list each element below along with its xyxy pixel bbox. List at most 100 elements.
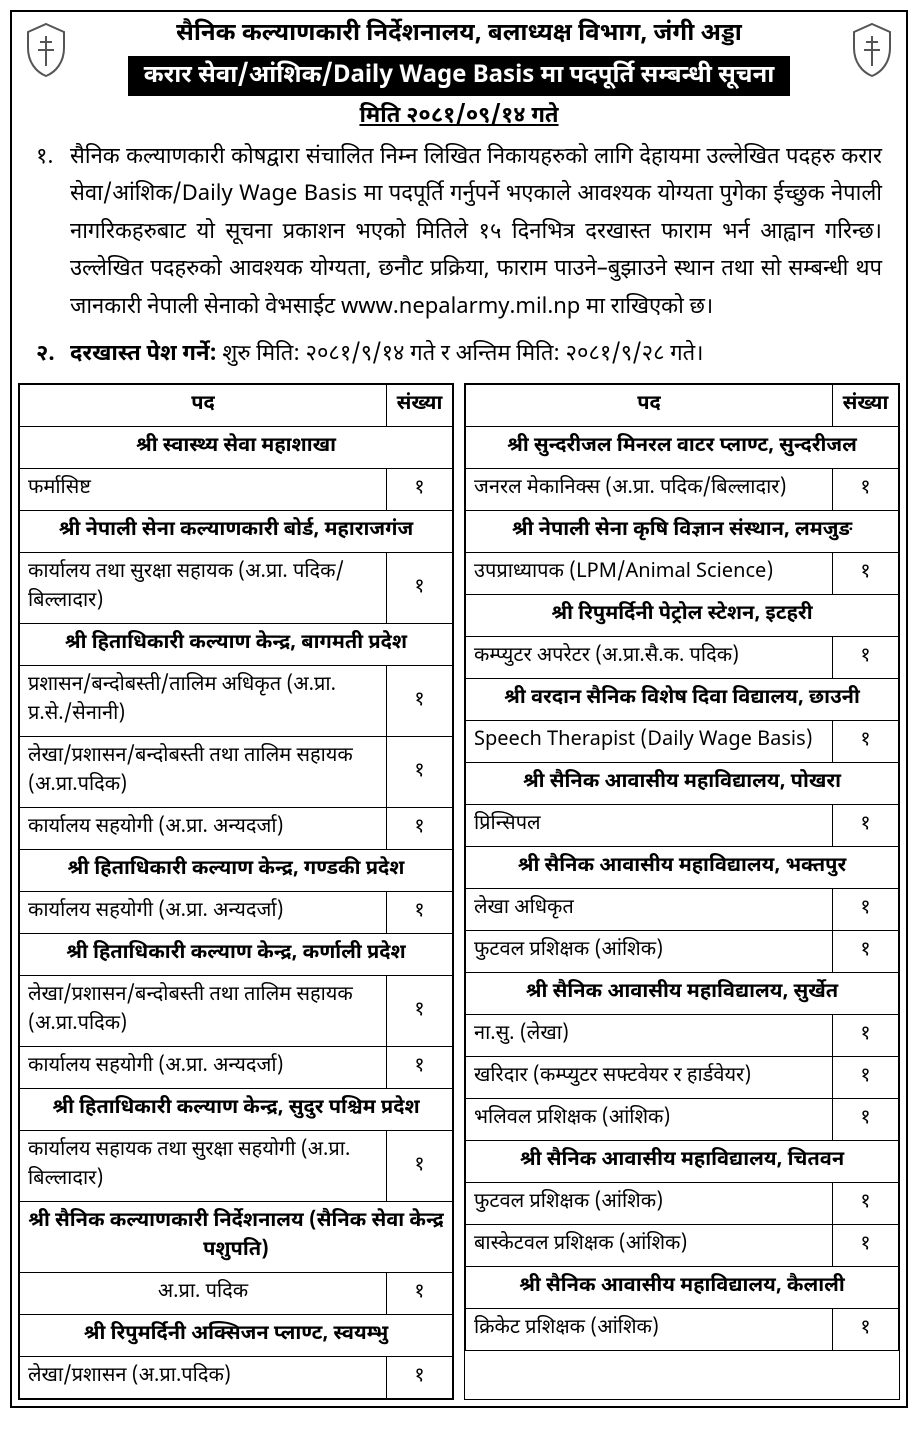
position-cell: कार्यालय सहायक तथा सुरक्षा सहयोगी (अ.प्र…: [20, 1131, 387, 1202]
para-num: २.: [36, 336, 56, 373]
section-label: श्री हिताधिकारी कल्याण केन्द्र, कर्णाली …: [20, 934, 453, 976]
count-cell: १: [833, 1099, 899, 1141]
para-text: दरखास्त पेश गर्ने: शुरु मिति: २०८१/९/१४ …: [70, 336, 882, 373]
count-cell: १: [387, 1357, 453, 1399]
count-cell: १: [387, 976, 453, 1047]
header-position: पद: [20, 385, 387, 427]
section-label: श्री सैनिक आवासीय महाविद्यालय, कैलाली: [466, 1267, 899, 1309]
section-row: श्री स्वास्थ्य सेवा महाशाखा: [20, 427, 453, 469]
header-center: सैनिक कल्याणकारी निर्देशनालय, बलाध्यक्ष …: [82, 18, 836, 102]
table-row: लेखा अधिकृत१: [466, 889, 899, 931]
count-cell: १: [387, 892, 453, 934]
org-line: सैनिक कल्याणकारी निर्देशनालय, बलाध्यक्ष …: [82, 18, 836, 50]
position-cell: बास्केटवल प्रशिक्षक (आंशिक): [466, 1225, 833, 1267]
table-row: प्रशासन/बन्दोबस्ती/तालिम अधिकृत (अ.प्रा.…: [20, 666, 453, 737]
count-cell: १: [387, 1131, 453, 1202]
section-row: श्री सैनिक कल्याणकारी निर्देशनालय (सैनिक…: [20, 1202, 453, 1273]
section-label: श्री सैनिक आवासीय महाविद्यालय, भक्तपुर: [466, 847, 899, 889]
para-text: सैनिक कल्याणकारी कोषद्वारा संचालित निम्न…: [70, 139, 882, 326]
table-row: अ.प्रा. पदिक१: [20, 1273, 453, 1315]
position-cell: उपप्राध्यापक (LPM/Animal Science): [466, 553, 833, 595]
position-cell: कार्यालय तथा सुरक्षा सहायक (अ.प्रा. पदिक…: [20, 553, 387, 624]
para-rest: शुरु मिति: २०८१/९/१४ गते र अन्तिम मिति: …: [217, 340, 704, 369]
table-row: कार्यालय सहयोगी (अ.प्रा. अन्यदर्जा)१: [20, 808, 453, 850]
position-cell: ना.सु. (लेखा): [466, 1015, 833, 1057]
count-cell: १: [833, 1057, 899, 1099]
count-cell: १: [387, 1047, 453, 1089]
section-row: श्री सैनिक आवासीय महाविद्यालय, सुर्खेत: [466, 973, 899, 1015]
emblem-left-icon: [18, 18, 74, 82]
position-cell: फुटवल प्रशिक्षक (आंशिक): [466, 1183, 833, 1225]
section-label: श्री नेपाली सेना कल्याणकारी बोर्ड, महारा…: [20, 511, 453, 553]
count-cell: १: [833, 1309, 899, 1351]
section-row: श्री नेपाली सेना कृषि विज्ञान संस्थान, ल…: [466, 511, 899, 553]
position-cell: फुटवल प्रशिक्षक (आंशिक): [466, 931, 833, 973]
section-row: श्री सैनिक आवासीय महाविद्यालय, भक्तपुर: [466, 847, 899, 889]
left-table: पद संख्या श्री स्वास्थ्य सेवा महाशाखाफर्…: [19, 384, 453, 1399]
table-row: फुटवल प्रशिक्षक (आंशिक)१: [466, 931, 899, 973]
count-cell: १: [387, 553, 453, 624]
position-cell: खरिदार (कम्प्युटर सफ्टवेयर र हार्डवेयर): [466, 1057, 833, 1099]
count-cell: १: [833, 1225, 899, 1267]
section-row: श्री सैनिक आवासीय महाविद्यालय, पोखरा: [466, 763, 899, 805]
section-label: श्री हिताधिकारी कल्याण केन्द्र, गण्डकी प…: [20, 850, 453, 892]
header-position: पद: [466, 385, 833, 427]
position-cell: Speech Therapist (Daily Wage Basis): [466, 721, 833, 763]
count-cell: १: [387, 1273, 453, 1315]
section-row: श्री हिताधिकारी कल्याण केन्द्र, कर्णाली …: [20, 934, 453, 976]
count-cell: १: [387, 666, 453, 737]
count-cell: १: [833, 1183, 899, 1225]
notice-page: सैनिक कल्याणकारी निर्देशनालय, बलाध्यक्ष …: [10, 10, 908, 1408]
position-cell: लेखा अधिकृत: [466, 889, 833, 931]
section-row: श्री हिताधिकारी कल्याण केन्द्र, बागमती प…: [20, 624, 453, 666]
date-line: मिति २०८१/०९/१४ गते: [18, 102, 900, 131]
right-table: पद संख्या श्री सुन्दरीजल मिनरल वाटर प्ला…: [465, 384, 899, 1351]
section-label: श्री सैनिक आवासीय महाविद्यालय, पोखरा: [466, 763, 899, 805]
left-column: पद संख्या श्री स्वास्थ्य सेवा महाशाखाफर्…: [18, 383, 454, 1400]
count-cell: १: [833, 637, 899, 679]
table-header-row: पद संख्या: [466, 385, 899, 427]
section-label: श्री वरदान सैनिक विशेष दिवा विद्यालय, छा…: [466, 679, 899, 721]
tables-wrap: पद संख्या श्री स्वास्थ्य सेवा महाशाखाफर्…: [18, 383, 900, 1400]
count-cell: १: [387, 469, 453, 511]
section-label: श्री सैनिक आवासीय महाविद्यालय, चितवन: [466, 1141, 899, 1183]
position-cell: लेखा/प्रशासन/बन्दोबस्ती तथा तालिम सहायक …: [20, 976, 387, 1047]
position-cell: लेखा/प्रशासन (अ.प्रा.पदिक): [20, 1357, 387, 1399]
section-row: श्री सुन्दरीजल मिनरल वाटर प्लाण्ट, सुन्द…: [466, 427, 899, 469]
table-row: फुटवल प्रशिक्षक (आंशिक)१: [466, 1183, 899, 1225]
table-row: Speech Therapist (Daily Wage Basis)१: [466, 721, 899, 763]
section-label: श्री हिताधिकारी कल्याण केन्द्र, बागमती प…: [20, 624, 453, 666]
table-row: फर्मासिष्ट१: [20, 469, 453, 511]
section-label: श्री रिपुमर्दिनी अक्सिजन प्लाण्ट, स्वयम्…: [20, 1315, 453, 1357]
position-cell: कार्यालय सहयोगी (अ.प्रा. अन्यदर्जा): [20, 1047, 387, 1089]
body-text: १. सैनिक कल्याणकारी कोषद्वारा संचालित नि…: [18, 139, 900, 373]
count-cell: १: [833, 553, 899, 595]
count-cell: १: [833, 931, 899, 973]
table-row: लेखा/प्रशासन/बन्दोबस्ती तथा तालिम सहायक …: [20, 737, 453, 808]
position-cell: प्रिन्सिपल: [466, 805, 833, 847]
emblem-right-icon: [844, 18, 900, 82]
position-cell: भलिवल प्रशिक्षक (आंशिक): [466, 1099, 833, 1141]
position-cell: लेखा/प्रशासन/बन्दोबस्ती तथा तालिम सहायक …: [20, 737, 387, 808]
table-row: लेखा/प्रशासन/बन्दोबस्ती तथा तालिम सहायक …: [20, 976, 453, 1047]
table-row: ना.सु. (लेखा)१: [466, 1015, 899, 1057]
table-row: कम्प्युटर अपरेटर (अ.प्रा.सै.क. पदिक)१: [466, 637, 899, 679]
para-num: १.: [36, 139, 56, 326]
section-label: श्री सैनिक कल्याणकारी निर्देशनालय (सैनिक…: [20, 1202, 453, 1273]
count-cell: १: [833, 805, 899, 847]
position-cell: कार्यालय सहयोगी (अ.प्रा. अन्यदर्जा): [20, 892, 387, 934]
section-row: श्री हिताधिकारी कल्याण केन्द्र, गण्डकी प…: [20, 850, 453, 892]
position-cell: अ.प्रा. पदिक: [20, 1273, 387, 1315]
section-row: श्री हिताधिकारी कल्याण केन्द्र, सुदुर पश…: [20, 1089, 453, 1131]
table-row: भलिवल प्रशिक्षक (आंशिक)१: [466, 1099, 899, 1141]
section-label: श्री हिताधिकारी कल्याण केन्द्र, सुदुर पश…: [20, 1089, 453, 1131]
table-row: जनरल मेकानिक्स (अ.प्रा. पदिक/बिल्लादार)१: [466, 469, 899, 511]
section-row: श्री रिपुमर्दिनी पेट्रोल स्टेशन, इटहरी: [466, 595, 899, 637]
section-row: श्री वरदान सैनिक विशेष दिवा विद्यालय, छा…: [466, 679, 899, 721]
section-label: श्री सुन्दरीजल मिनरल वाटर प्लाण्ट, सुन्द…: [466, 427, 899, 469]
section-label: श्री नेपाली सेना कृषि विज्ञान संस्थान, ल…: [466, 511, 899, 553]
count-cell: १: [833, 469, 899, 511]
table-row: कार्यालय सहायक तथा सुरक्षा सहयोगी (अ.प्र…: [20, 1131, 453, 1202]
table-row: बास्केटवल प्रशिक्षक (आंशिक)१: [466, 1225, 899, 1267]
section-label: श्री स्वास्थ्य सेवा महाशाखा: [20, 427, 453, 469]
